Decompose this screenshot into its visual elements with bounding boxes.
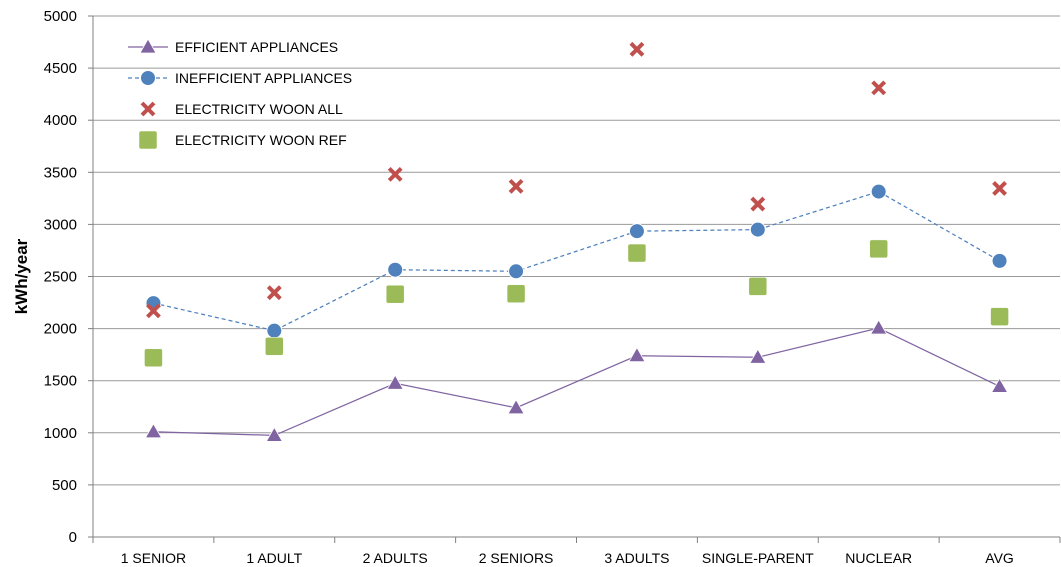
series-1 <box>145 183 1008 339</box>
y-tick-label: 1000 <box>44 425 77 442</box>
series-line <box>153 190 1000 332</box>
y-tick-label: 2500 <box>44 269 77 286</box>
data-point-x <box>146 303 161 319</box>
x-tick-label: 2 ADULTS <box>363 550 428 566</box>
data-point-circle <box>991 252 1008 269</box>
data-point-triangle <box>628 346 646 363</box>
legend-marker <box>139 38 157 54</box>
data-point-x <box>992 181 1007 196</box>
data-point-square <box>627 243 647 263</box>
x-tick-label: 2 SENIORS <box>479 550 554 566</box>
y-tick-label: 1500 <box>44 373 77 390</box>
data-point-triangle <box>144 422 163 439</box>
legend-marker <box>138 130 158 150</box>
series-line <box>153 327 1000 437</box>
data-point-square <box>869 239 888 259</box>
data-point-x <box>387 166 403 182</box>
series-0 <box>144 319 1009 442</box>
y-tick-label: 0 <box>69 529 77 546</box>
x-tick-label: AVG <box>985 550 1014 566</box>
data-point-square <box>990 307 1009 326</box>
grid-lines <box>93 15 1060 486</box>
data-point-triangle <box>386 374 404 390</box>
data-point-square <box>748 277 768 296</box>
legend-marker <box>140 101 156 117</box>
data-point-circle <box>628 223 645 240</box>
data-point-triangle <box>749 348 767 364</box>
data-point-circle <box>387 261 404 278</box>
x-tick-label: 1 ADULT <box>246 550 302 566</box>
y-tick-label: 2000 <box>44 321 77 338</box>
legend-item-1: INEFFICIENT APPLIANCES <box>128 70 352 86</box>
legend-label: INEFFICIENT APPLIANCES <box>175 70 352 86</box>
data-point-triangle <box>265 426 284 442</box>
x-tick-label: SINGLE-PARENT <box>702 550 814 566</box>
legend-item-3: ELECTRICITY WOON REF <box>138 130 347 150</box>
data-point-square <box>144 348 163 368</box>
series-3 <box>144 239 1009 368</box>
y-tick-label: 4000 <box>44 112 77 129</box>
x-tick-label: 3 ADULTS <box>604 550 669 566</box>
data-point-circle <box>266 322 283 339</box>
data-point-circle <box>508 263 525 280</box>
axes <box>88 15 1061 543</box>
y-tick-label: 3000 <box>44 216 77 233</box>
data-point-triangle <box>990 377 1009 393</box>
data-point-square <box>506 284 526 303</box>
y-axis-title: kWh/year <box>12 238 31 314</box>
data-point-x <box>508 178 524 194</box>
legend: EFFICIENT APPLIANCES INEFFICIENT APPLIANC… <box>128 38 352 150</box>
legend-label: ELECTRICITY WOON ALL <box>175 101 343 117</box>
series-2 <box>146 41 1007 319</box>
legend-label: EFFICIENT APPLIANCES <box>175 39 338 55</box>
data-point-x <box>750 196 766 212</box>
data-point-circle <box>749 221 766 238</box>
y-tick-labels: 0 500 1000 1500 2000 2500 3000 3500 4000 4500 5000 <box>44 8 77 546</box>
y-tick-label: 4500 <box>44 60 77 77</box>
legend-item-2: ELECTRICITY WOON ALL <box>140 101 343 117</box>
data-point-x <box>266 285 282 301</box>
data-point-x <box>629 41 645 57</box>
data-point-square <box>385 284 405 304</box>
data-point-triangle <box>507 398 525 415</box>
data-point-circle <box>870 183 887 200</box>
y-tick-label: 3500 <box>44 164 77 181</box>
legend-item-0: EFFICIENT APPLIANCES <box>128 38 338 55</box>
x-tick-label: 1 SENIOR <box>121 550 186 566</box>
legend-label: ELECTRICITY WOON REF <box>175 132 347 148</box>
data-point-x <box>871 80 887 96</box>
x-tick-label: NUCLEAR <box>845 550 912 566</box>
y-tick-label: 500 <box>52 477 77 494</box>
y-tick-label: 5000 <box>44 8 77 25</box>
series-group <box>144 41 1009 442</box>
legend-marker <box>140 70 156 86</box>
data-point-square <box>265 337 284 356</box>
data-point-triangle <box>869 319 888 335</box>
x-tick-labels: 1 SENIOR 1 ADULT 2 ADULTS 2 SENIORS 3 ADULTS… <box>121 550 1014 566</box>
